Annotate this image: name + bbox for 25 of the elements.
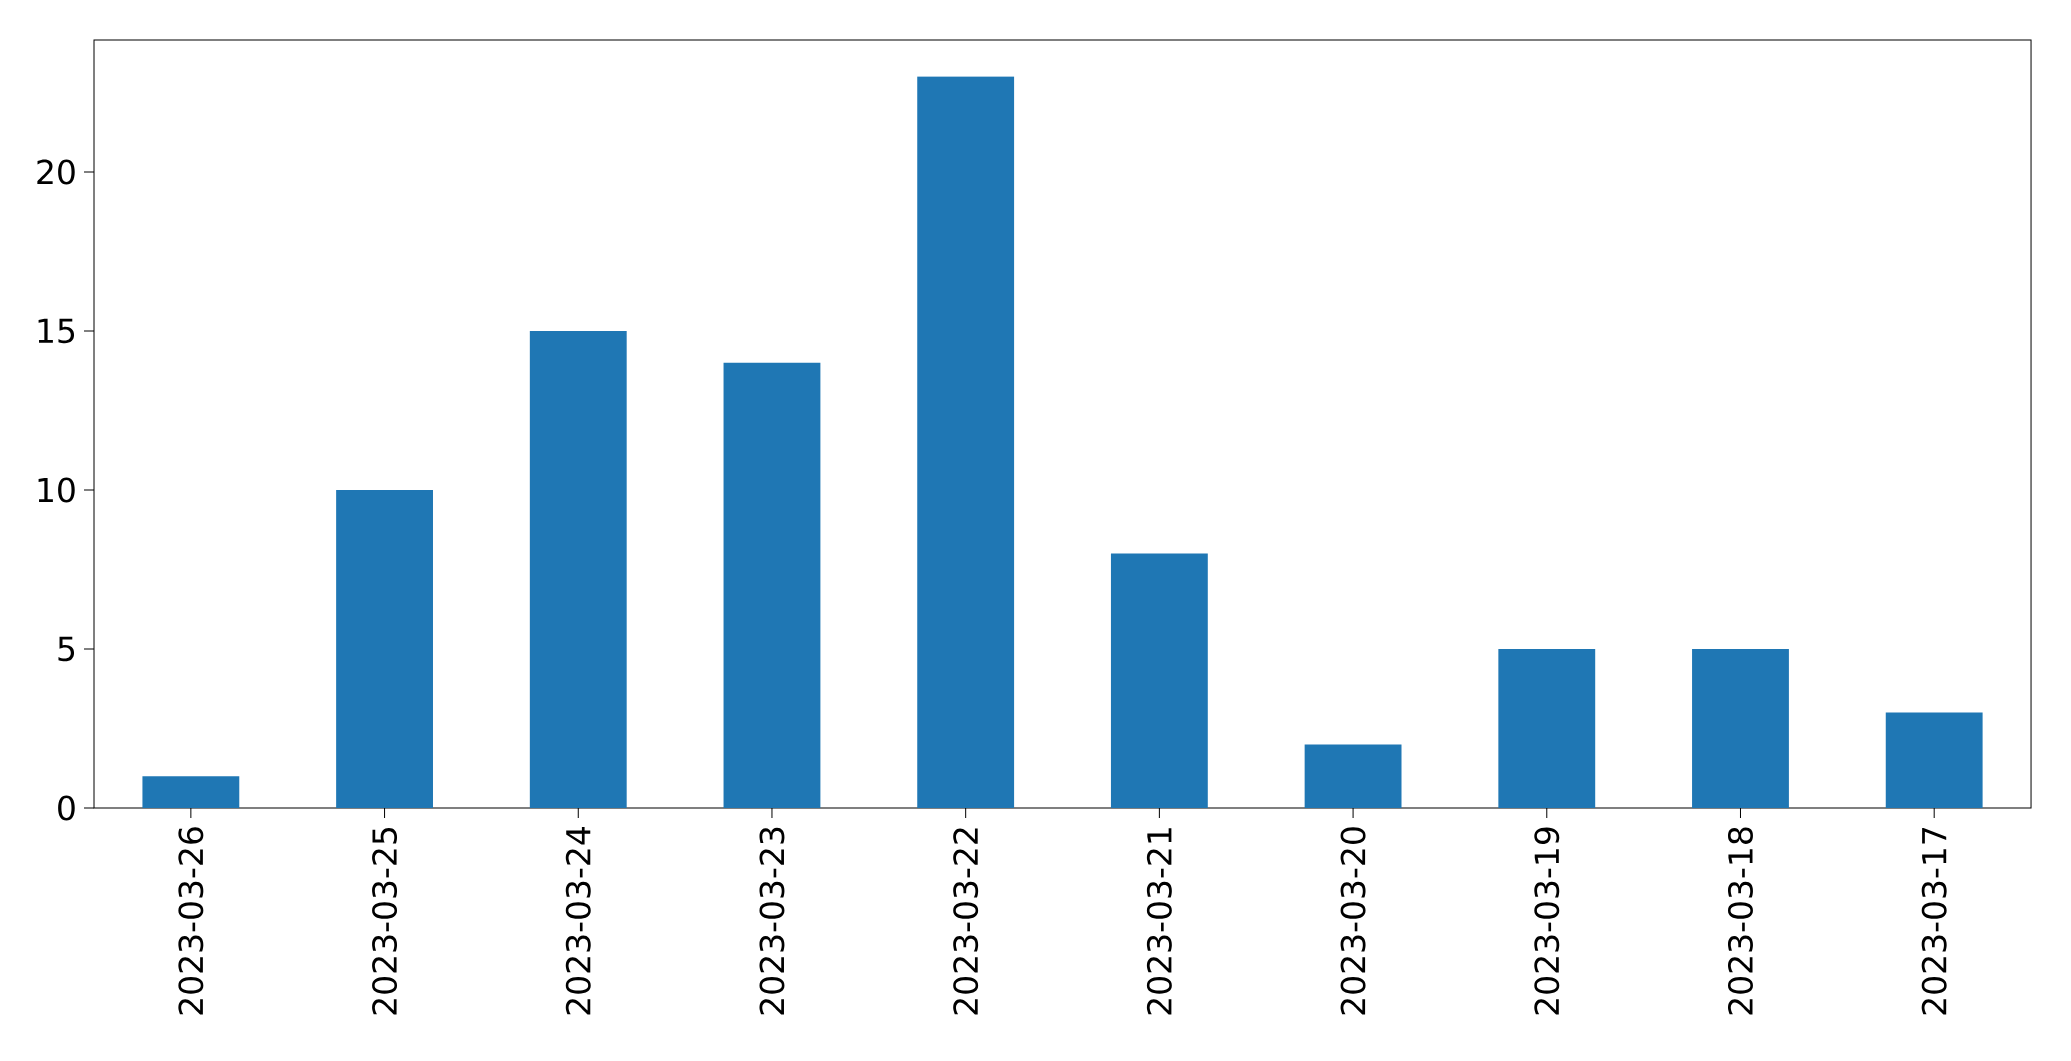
x-tick-label: 2023-03-20 bbox=[1340, 827, 1366, 1015]
bar bbox=[917, 76, 1015, 808]
y-tick-label: 5 bbox=[58, 636, 75, 662]
bar bbox=[529, 330, 627, 808]
bar bbox=[1885, 712, 1983, 808]
y-tick-label: 20 bbox=[37, 159, 75, 185]
x-tick-label: 2023-03-26 bbox=[178, 827, 204, 1015]
x-tick-label: 2023-03-23 bbox=[759, 827, 785, 1015]
bar bbox=[336, 489, 433, 808]
x-tick-label: 2023-03-21 bbox=[1146, 828, 1172, 1015]
bar bbox=[723, 362, 821, 808]
y-tick-label: 15 bbox=[38, 318, 75, 344]
bar bbox=[1304, 744, 1402, 808]
x-tick-label: 2023-03-24 bbox=[565, 826, 591, 1015]
y-tick-label: 0 bbox=[58, 795, 75, 821]
y-tick-label: 10 bbox=[38, 477, 75, 503]
bar bbox=[1692, 648, 1789, 808]
bar bbox=[1110, 553, 1208, 808]
bar bbox=[142, 776, 240, 808]
bar bbox=[1498, 648, 1596, 808]
x-tick-label: 2023-03-19 bbox=[1534, 827, 1560, 1015]
x-tick-label: 2023-03-25 bbox=[372, 828, 398, 1015]
x-tick-label: 2023-03-17 bbox=[1921, 827, 1947, 1015]
x-tick-label: 2023-03-22 bbox=[953, 828, 979, 1015]
x-tick-label: 2023-03-18 bbox=[1727, 827, 1753, 1015]
